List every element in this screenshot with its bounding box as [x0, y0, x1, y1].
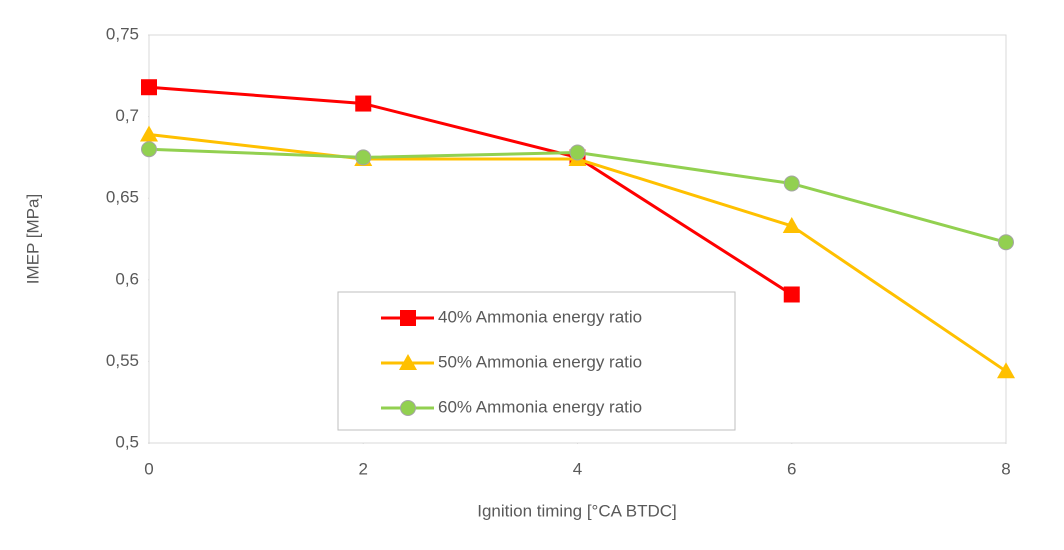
marker [141, 79, 157, 96]
x-axis-label: Ignition timing [°CA BTDC] [477, 501, 677, 520]
marker [141, 141, 157, 158]
y-tick-label: 0,5 [115, 432, 139, 451]
y-tick-label: 0,55 [106, 351, 139, 370]
y-tick-label: 0,6 [115, 269, 139, 288]
marker [400, 310, 416, 326]
x-tick-label: 6 [787, 459, 796, 478]
marker [399, 354, 417, 370]
marker [783, 286, 800, 303]
marker [997, 362, 1015, 379]
y-axis-label: IMEP [MPa] [23, 194, 42, 284]
x-tick-label: 0 [144, 459, 153, 478]
marker [355, 95, 372, 112]
marker [569, 144, 586, 161]
marker [400, 400, 416, 416]
y-tick-label: 0,65 [106, 188, 139, 207]
x-tick-label: 4 [573, 459, 582, 478]
marker [783, 175, 800, 192]
legend-label: 60% Ammonia energy ratio [438, 397, 642, 416]
y-tick-label: 0,75 [106, 24, 139, 43]
x-tick-label: 2 [359, 459, 368, 478]
series-line [148, 85, 793, 296]
y-tick-label: 0,7 [115, 106, 139, 125]
legend-label: 50% Ammonia energy ratio [438, 352, 642, 371]
x-tick-label: 8 [1001, 459, 1010, 478]
marker [782, 216, 801, 233]
marker [140, 125, 158, 142]
legend-label: 40% Ammonia energy ratio [438, 307, 642, 326]
marker [355, 149, 372, 166]
marker [998, 234, 1014, 251]
